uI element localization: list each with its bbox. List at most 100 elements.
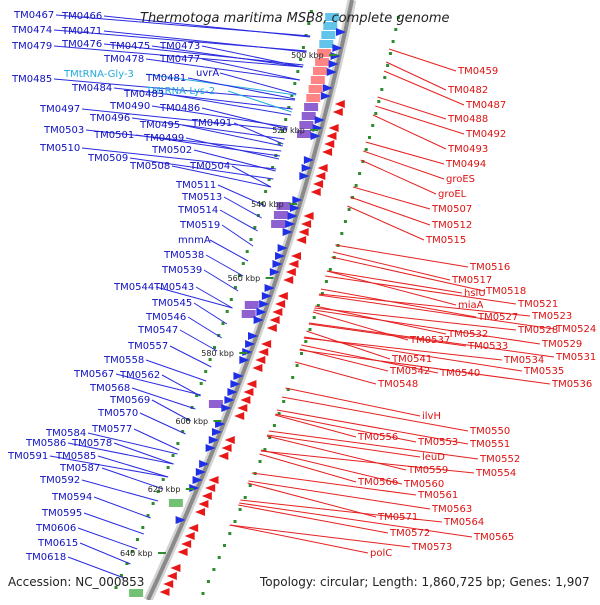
- gene-label-right: TM0528: [517, 325, 558, 336]
- gene-label-left: TM0514: [177, 205, 218, 216]
- gene-label-right: TM0482: [447, 85, 488, 96]
- minus-strand-arrow: [227, 388, 238, 396]
- gene-label-right: TM0541: [391, 354, 432, 365]
- gene-label-left: TM0513: [181, 192, 222, 203]
- feature-block: [241, 310, 256, 318]
- leader-line: [161, 374, 201, 397]
- leader-line: [331, 256, 485, 292]
- minus-strand-arrow: [205, 444, 216, 452]
- plus-strand-arrow: [218, 452, 229, 460]
- plus-strand-arrow: [269, 316, 280, 324]
- scale-tick-label: 520 kbp: [272, 126, 305, 135]
- leader-line: [81, 479, 159, 502]
- leader-line: [349, 196, 431, 226]
- leader-line: [301, 344, 439, 374]
- gc-dot: [237, 274, 241, 277]
- gc-dot: [125, 562, 129, 565]
- gc-dot: [256, 214, 260, 217]
- plus-strand-arrow: [266, 324, 277, 332]
- gene-label-left: TM0510: [39, 143, 80, 154]
- gc-dot: [377, 100, 381, 103]
- gc-dot: [371, 124, 375, 127]
- gene-label-right: TM0494: [445, 159, 486, 170]
- gc-dot: [347, 208, 351, 211]
- scale-tick-label: 580 kbp: [201, 349, 234, 358]
- gene-label-left: TM0496: [89, 113, 130, 124]
- leader-line: [266, 435, 407, 471]
- plus-strand-arrow: [332, 108, 343, 116]
- gene-label-left: TM0519: [179, 220, 220, 231]
- minus-strand-arrow: [239, 356, 250, 364]
- leader-line: [377, 96, 447, 120]
- gc-dot: [238, 508, 242, 511]
- minus-strand-arrow: [292, 196, 303, 204]
- gc-dot: [287, 106, 291, 109]
- leader-line: [97, 455, 169, 478]
- scale-tick-label: 500 kbp: [291, 51, 324, 60]
- gc-dot: [383, 76, 387, 79]
- gc-dot: [229, 298, 233, 301]
- plus-strand-arrow: [272, 308, 283, 316]
- gc-dot: [225, 310, 229, 313]
- feature-block: [297, 130, 311, 138]
- gc-dot: [300, 352, 303, 355]
- feature-block: [273, 211, 288, 219]
- leader-line: [314, 307, 517, 331]
- plus-strand-arrow: [301, 220, 312, 228]
- leader-line: [326, 270, 463, 294]
- gc-dot: [221, 322, 225, 325]
- gene-label-left: TM0497: [39, 104, 80, 115]
- gc-dot: [213, 346, 216, 349]
- gc-dot: [271, 166, 275, 169]
- feature-block: [304, 103, 319, 111]
- gene-label-right: TM0571: [377, 512, 418, 523]
- feature-block: [313, 67, 327, 75]
- gc-dot: [308, 328, 312, 331]
- leader-line: [251, 472, 417, 496]
- leader-line: [155, 286, 233, 309]
- plus-strand-arrow: [277, 292, 288, 300]
- gene-label-right: TM0566: [357, 477, 398, 488]
- gene-label-right: TM0572: [389, 528, 430, 539]
- gene-label-left: TM0478: [103, 54, 144, 65]
- minus-strand-arrow: [289, 204, 300, 212]
- minus-strand-arrow: [277, 244, 288, 252]
- gc-dot: [358, 172, 362, 175]
- scale-tick-label: 560 kbp: [228, 274, 261, 283]
- gc-dot: [316, 304, 320, 307]
- gc-dot: [258, 460, 262, 463]
- scale-tick-label: 640 kbp: [120, 549, 153, 558]
- leader-line: [139, 412, 186, 435]
- gene-label-left: TM0595: [41, 508, 82, 519]
- feature-block: [306, 94, 321, 102]
- plus-strand-arrow: [283, 276, 294, 284]
- gene-label-right: TM0493: [447, 144, 488, 155]
- leader-line: [101, 467, 164, 490]
- plus-strand-arrow: [237, 404, 248, 412]
- gene-label-left: TM0567: [73, 369, 114, 380]
- feature-block: [323, 22, 338, 30]
- leader-line: [268, 430, 479, 460]
- leader-line: [309, 322, 555, 358]
- minus-strand-arrow: [320, 92, 331, 100]
- gc-dot: [328, 268, 332, 271]
- minus-strand-arrow: [322, 84, 333, 92]
- gene-label-left: TMtRNA-Lys-2: [145, 86, 215, 97]
- minus-strand-arrow: [269, 268, 280, 276]
- leader-line: [103, 43, 304, 66]
- gc-dot: [268, 436, 272, 439]
- scale-tick-label: 620 kbp: [148, 485, 181, 494]
- feature-block: [315, 58, 330, 66]
- leader-line: [285, 387, 421, 417]
- leader-line: [79, 542, 131, 565]
- gene-label-left: TM0539: [161, 265, 202, 276]
- plus-strand-arrow: [255, 356, 266, 364]
- leader-line: [299, 348, 389, 372]
- map-title: Thermotoga maritima MSB8, complete genom…: [140, 11, 449, 26]
- gc-dot: [146, 514, 150, 517]
- gene-label-left: TM0502: [151, 145, 192, 156]
- minus-strand-arrow: [224, 396, 235, 404]
- gene-label-left: TM0474: [11, 25, 52, 36]
- gene-label-right: TM0507: [431, 204, 472, 215]
